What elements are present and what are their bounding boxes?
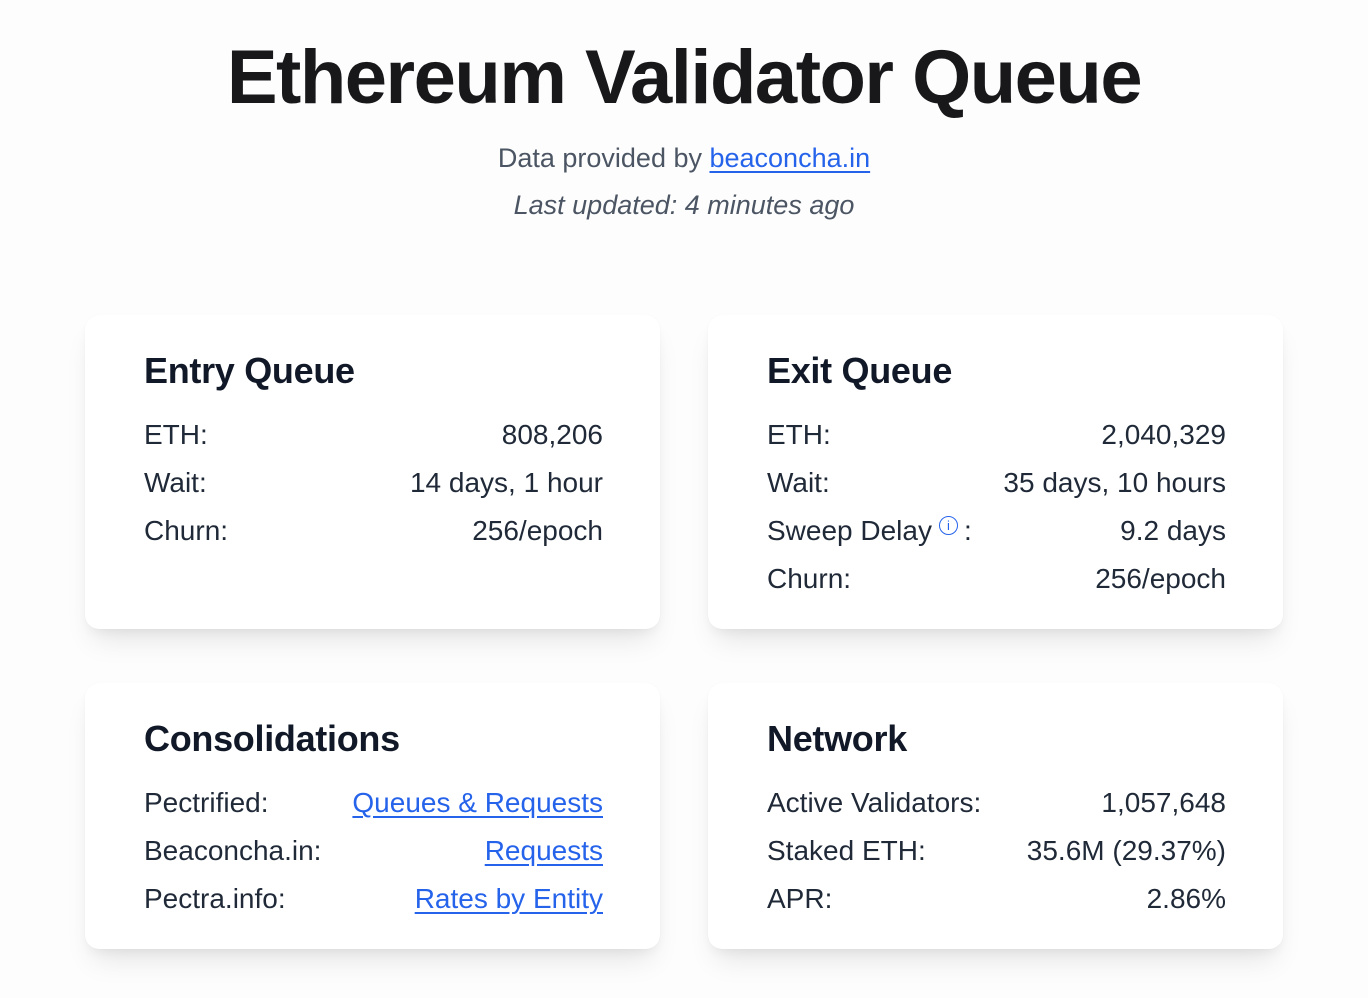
- staked-eth-value: 35.6M (29.37%): [1026, 835, 1226, 867]
- exit-queue-card: Exit Queue ETH: 2,040,329 Wait: 35 days,…: [708, 315, 1283, 630]
- network-title: Network: [767, 718, 907, 760]
- beaconcha-label: Beaconcha.in:: [144, 835, 322, 867]
- entry-wait-label: Wait:: [144, 467, 207, 499]
- network-active-validators-row: Active Validators: 1,057,648: [767, 779, 1226, 827]
- consolidations-pectrified-row: Pectrified: Queues & Requests: [144, 779, 603, 827]
- entry-eth-label: ETH:: [144, 419, 208, 451]
- consolidations-beaconcha-row: Beaconcha.in: Requests: [144, 827, 603, 875]
- exit-wait-value: 35 days, 10 hours: [1003, 467, 1226, 499]
- entry-churn-label: Churn:: [144, 515, 229, 547]
- entry-churn-row: Churn: 256/epoch: [144, 507, 603, 555]
- network-staked-eth-row: Staked ETH: 35.6M (29.37%): [767, 827, 1226, 875]
- exit-churn-row: Churn: 256/epoch: [767, 555, 1226, 603]
- entry-wait-value: 14 days, 1 hour: [409, 467, 603, 499]
- beaconcha-link[interactable]: beaconcha.in: [709, 143, 871, 173]
- exit-sweep-delay-row: Sweep Delay i: 9.2 days: [767, 507, 1226, 555]
- entry-wait-row: Wait: 14 days, 1 hour: [144, 459, 603, 507]
- exit-wait-row: Wait: 35 days, 10 hours: [767, 459, 1226, 507]
- data-source-prefix: Data provided by: [497, 143, 710, 173]
- pectrified-queues-requests-link[interactable]: Queues & Requests: [352, 787, 603, 819]
- exit-sweep-delay-value: 9.2 days: [1120, 515, 1226, 547]
- exit-wait-label: Wait:: [767, 467, 830, 499]
- entry-queue-card: Entry Queue ETH: 808,206 Wait: 14 days, …: [85, 315, 660, 630]
- apr-label: APR:: [767, 883, 833, 915]
- entry-eth-value: 808,206: [501, 419, 603, 451]
- consolidations-pectra-row: Pectra.info: Rates by Entity: [144, 875, 603, 923]
- staked-eth-label: Staked ETH:: [767, 835, 926, 867]
- consolidations-card: Consolidations Pectrified: Queues & Requ…: [85, 683, 660, 950]
- network-card: Network Active Validators: 1,057,648 Sta…: [708, 683, 1283, 950]
- network-apr-row: APR: 2.86%: [767, 875, 1226, 923]
- entry-queue-title: Entry Queue: [144, 350, 355, 392]
- exit-eth-label: ETH:: [767, 419, 831, 451]
- consolidations-title: Consolidations: [144, 718, 400, 760]
- entry-churn-value: 256/epoch: [472, 515, 603, 547]
- pectrified-label: Pectrified:: [144, 787, 269, 819]
- page-title: Ethereum Validator Queue: [226, 35, 1143, 120]
- exit-queue-title: Exit Queue: [767, 350, 953, 392]
- exit-sweep-delay-colon: :: [963, 515, 972, 547]
- pectra-rates-by-entity-link[interactable]: Rates by Entity: [414, 883, 603, 915]
- active-validators-label: Active Validators:: [767, 787, 982, 819]
- page-container: Ethereum Validator Queue Data provided b…: [85, 0, 1283, 950]
- active-validators-value: 1,057,648: [1101, 787, 1226, 819]
- cards-grid: Entry Queue ETH: 808,206 Wait: 14 days, …: [85, 315, 1283, 950]
- last-updated-text: Last updated: 4 minutes ago: [513, 190, 855, 221]
- exit-churn-label: Churn:: [767, 563, 852, 595]
- exit-sweep-delay-label: Sweep Delay i:: [767, 507, 972, 555]
- pectra-info-label: Pectra.info:: [144, 883, 286, 915]
- data-source-line: Data provided by beaconcha.in: [85, 139, 1283, 178]
- info-icon[interactable]: i: [938, 516, 958, 536]
- exit-churn-value: 256/epoch: [1095, 563, 1226, 595]
- exit-sweep-delay-label-text: Sweep Delay: [767, 515, 932, 547]
- entry-eth-row: ETH: 808,206: [144, 411, 603, 459]
- exit-eth-row: ETH: 2,040,329: [767, 411, 1226, 459]
- exit-eth-value: 2,040,329: [1101, 419, 1226, 451]
- beaconcha-requests-link[interactable]: Requests: [484, 835, 603, 867]
- apr-value: 2.86%: [1146, 883, 1226, 915]
